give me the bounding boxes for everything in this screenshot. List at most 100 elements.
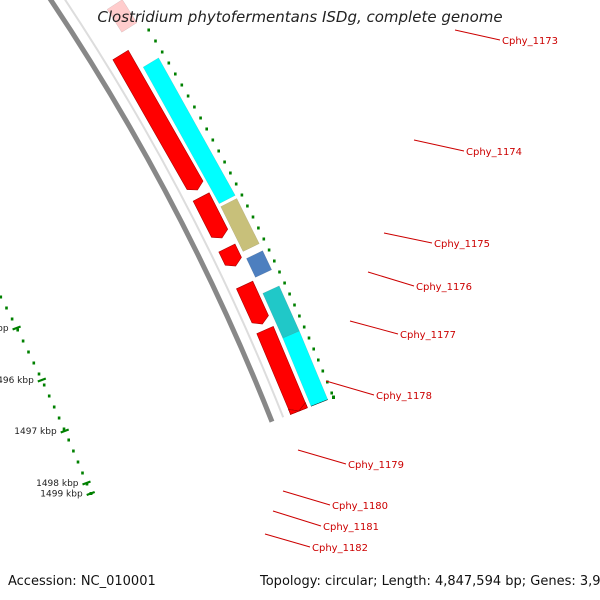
- gc-dot: [246, 204, 249, 208]
- gene-block: [220, 198, 260, 252]
- gene-label[interactable]: Cphy_1174: [466, 147, 522, 158]
- gc-dot: [330, 391, 333, 395]
- gene-label[interactable]: Cphy_1176: [416, 282, 472, 293]
- gene-label[interactable]: Cphy_1173: [502, 36, 558, 47]
- gc-dot: [10, 317, 14, 321]
- gc-dot: [21, 339, 25, 343]
- gene-block: [262, 285, 300, 339]
- gc-dot: [27, 350, 30, 354]
- label-leader-line: [454, 29, 501, 41]
- ruler-tick-label: 1498 kbp: [36, 479, 79, 489]
- accession-text: Accession: NC_010001: [8, 574, 156, 589]
- gc-dot: [186, 94, 190, 98]
- label-leader-line: [413, 139, 465, 152]
- ruler-tick: [12, 325, 21, 331]
- gc-dot: [5, 306, 8, 310]
- ruler-tick-label: 1497 kbp: [14, 427, 57, 437]
- gene-label[interactable]: Cphy_1179: [348, 460, 404, 471]
- gc-dot: [273, 259, 276, 263]
- gc-dot: [32, 361, 36, 365]
- map-title: Clostridium phytofermentans ISDg, comple…: [97, 8, 503, 26]
- gene-labels: Cphy_1173 Cphy_1174 Cphy_1175 Cphy_1176 Cphy…: [264, 29, 558, 554]
- label-leader-line: [282, 490, 331, 506]
- gc-dot: [288, 292, 291, 296]
- label-leader-line: [383, 232, 433, 244]
- cds-arrow: [192, 192, 229, 239]
- cds-arrow: [112, 49, 204, 191]
- gene-track: [106, 0, 329, 407]
- gc-dot: [205, 127, 208, 131]
- gc-dot: [0, 295, 3, 299]
- gc-dot: [240, 193, 244, 197]
- label-leader-line: [349, 320, 399, 335]
- gc-dot: [47, 394, 51, 398]
- gc-dot: [42, 383, 46, 387]
- ruler-tick: [37, 377, 47, 383]
- cds-track: [112, 49, 308, 415]
- gc-dot: [57, 416, 61, 420]
- gene-label[interactable]: Cphy_1181: [323, 522, 379, 533]
- gc-dot: [326, 380, 329, 384]
- gc-dot: [283, 281, 286, 285]
- gc-dot: [167, 61, 171, 65]
- label-leader-line: [325, 380, 375, 396]
- gc-dot: [199, 116, 202, 120]
- genome-backbone: [63, 0, 285, 418]
- gc-dot: [307, 336, 311, 340]
- gene-block: [246, 250, 273, 278]
- cds-arrow: [288, 402, 308, 415]
- gc-dot: [16, 328, 19, 332]
- gc-dot: [62, 427, 66, 431]
- gc-dot: [267, 248, 271, 252]
- gene-label[interactable]: Cphy_1182: [312, 543, 368, 554]
- ruler-tick: [86, 490, 96, 497]
- gc-dot: [312, 347, 315, 351]
- label-leader-line: [367, 271, 415, 287]
- cds-arrow: [236, 280, 269, 325]
- label-leader-line: [297, 449, 347, 465]
- gene-label[interactable]: Cphy_1175: [434, 239, 490, 250]
- gc-dot: [302, 325, 306, 329]
- gc-dot: [211, 138, 215, 142]
- gc-dot: [223, 160, 226, 164]
- gc-dot: [76, 460, 80, 464]
- gene-label[interactable]: Cphy_1180: [332, 501, 388, 512]
- gc-dot: [332, 395, 335, 399]
- ruler-tick: [60, 428, 70, 434]
- gc-dot: [154, 39, 157, 43]
- ruler-tick: [82, 480, 91, 486]
- gc-dot: [293, 303, 296, 307]
- genome-backbone-line: [47, 0, 275, 423]
- gc-dot: [180, 83, 184, 87]
- cds-arrow: [218, 243, 242, 267]
- gc-dot: [251, 215, 255, 219]
- gc-dot: [234, 182, 238, 186]
- gc-dot: [298, 314, 301, 318]
- label-leader-line: [264, 533, 311, 548]
- gc-dot: [72, 449, 75, 453]
- gc-dot: [257, 226, 260, 230]
- gene-block: [142, 57, 236, 204]
- gc-dot: [193, 105, 196, 109]
- gc-dot: [37, 372, 41, 376]
- gene-label[interactable]: Cphy_1178: [376, 391, 432, 402]
- ruler-tick-label: 1499 kbp: [40, 490, 83, 500]
- gc-skew-track: [0, 28, 335, 495]
- ruler-ticks: 1490 kbp1491 kbp1492 kbp1493 kbp1494 kbp…: [0, 324, 96, 500]
- gc-dot: [217, 149, 220, 153]
- ruler-tick-label: 1496 kbp: [0, 376, 34, 386]
- gene-block: [282, 330, 329, 407]
- gc-dot: [278, 270, 281, 274]
- gc-dot: [85, 482, 89, 486]
- genome-info-text: Topology: circular; Length: 4,847,594 bp…: [260, 574, 600, 589]
- gc-dot: [321, 369, 325, 373]
- label-leader-line: [272, 510, 322, 527]
- gc-dot: [174, 72, 177, 76]
- gc-dot: [81, 471, 84, 475]
- gc-dot: [147, 28, 150, 32]
- gene-label[interactable]: Cphy_1177: [400, 330, 456, 341]
- gc-dot: [67, 438, 70, 442]
- gc-dot: [52, 405, 56, 409]
- gc-dot: [317, 358, 320, 362]
